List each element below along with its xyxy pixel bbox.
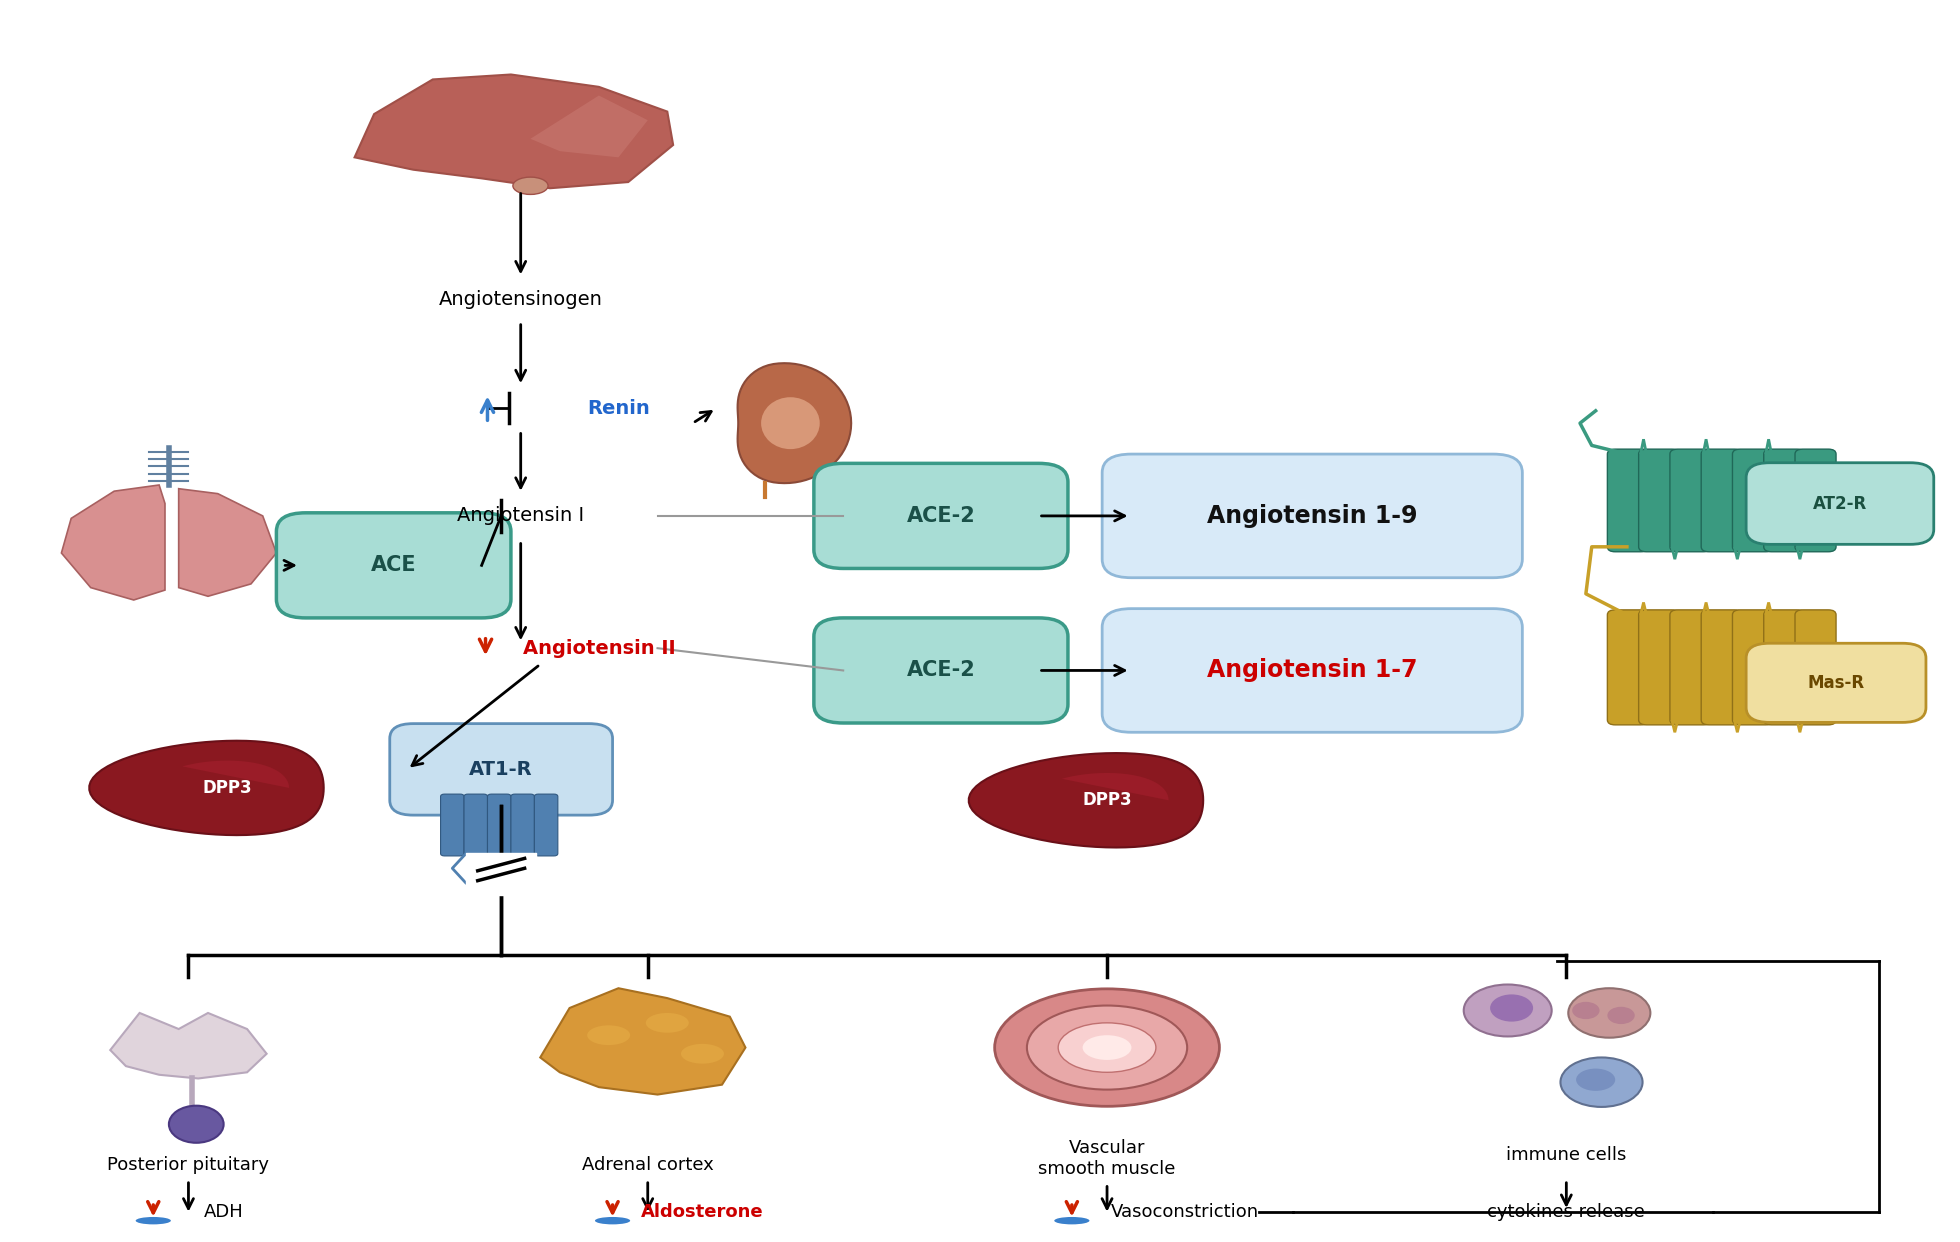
FancyBboxPatch shape <box>1764 610 1805 725</box>
FancyBboxPatch shape <box>1639 610 1680 725</box>
Text: AT1-R: AT1-R <box>468 760 533 779</box>
Ellipse shape <box>1607 1007 1635 1025</box>
Ellipse shape <box>994 989 1219 1107</box>
Text: AT2-R: AT2-R <box>1813 494 1868 513</box>
Text: Vascular
smooth muscle: Vascular smooth muscle <box>1039 1139 1176 1179</box>
Ellipse shape <box>1464 985 1552 1036</box>
FancyBboxPatch shape <box>1102 455 1523 578</box>
Polygon shape <box>90 740 323 835</box>
FancyBboxPatch shape <box>488 794 512 856</box>
Polygon shape <box>1062 773 1168 800</box>
Polygon shape <box>541 989 745 1094</box>
Polygon shape <box>110 1013 267 1078</box>
Ellipse shape <box>514 178 549 195</box>
Ellipse shape <box>1568 989 1650 1037</box>
FancyBboxPatch shape <box>1670 610 1711 725</box>
FancyBboxPatch shape <box>512 794 535 856</box>
Polygon shape <box>182 760 290 787</box>
Text: Angiotensin I: Angiotensin I <box>457 507 584 525</box>
Ellipse shape <box>1572 1002 1599 1020</box>
FancyBboxPatch shape <box>390 724 613 815</box>
Ellipse shape <box>1560 1057 1642 1107</box>
FancyBboxPatch shape <box>813 463 1068 569</box>
Ellipse shape <box>1576 1068 1615 1090</box>
Text: Renin: Renin <box>588 399 651 417</box>
Ellipse shape <box>1490 995 1533 1022</box>
Ellipse shape <box>680 1043 723 1063</box>
Text: Vasoconstriction: Vasoconstriction <box>1111 1203 1258 1221</box>
Ellipse shape <box>1082 1036 1131 1059</box>
FancyBboxPatch shape <box>1733 450 1774 551</box>
Ellipse shape <box>588 1026 631 1045</box>
FancyBboxPatch shape <box>1746 463 1935 544</box>
Ellipse shape <box>169 1105 223 1143</box>
Ellipse shape <box>1058 1023 1156 1072</box>
Text: immune cells: immune cells <box>1505 1146 1627 1164</box>
FancyBboxPatch shape <box>1102 609 1523 733</box>
Text: Angiotensin 1-9: Angiotensin 1-9 <box>1207 504 1417 528</box>
Polygon shape <box>355 75 672 189</box>
FancyBboxPatch shape <box>1764 450 1805 551</box>
Text: Angiotensinogen: Angiotensinogen <box>439 291 602 309</box>
Ellipse shape <box>135 1217 171 1225</box>
Ellipse shape <box>1027 1006 1188 1089</box>
Ellipse shape <box>1054 1217 1090 1225</box>
Text: Aldosterone: Aldosterone <box>641 1203 764 1221</box>
FancyBboxPatch shape <box>1670 450 1711 551</box>
Text: cytokines release: cytokines release <box>1488 1203 1644 1221</box>
FancyBboxPatch shape <box>1795 610 1837 725</box>
Text: Angiotensin II: Angiotensin II <box>523 638 674 658</box>
FancyBboxPatch shape <box>1746 643 1927 723</box>
Ellipse shape <box>645 1013 688 1033</box>
Text: DPP3: DPP3 <box>202 779 253 797</box>
Polygon shape <box>61 484 165 600</box>
Ellipse shape <box>760 397 819 450</box>
FancyBboxPatch shape <box>1607 450 1648 551</box>
Text: Angiotensin 1-7: Angiotensin 1-7 <box>1207 658 1417 682</box>
FancyBboxPatch shape <box>1639 450 1680 551</box>
Text: ACE-2: ACE-2 <box>907 505 976 525</box>
FancyBboxPatch shape <box>535 794 559 856</box>
FancyBboxPatch shape <box>276 513 512 619</box>
Polygon shape <box>178 488 276 596</box>
FancyBboxPatch shape <box>813 619 1068 723</box>
Ellipse shape <box>596 1217 631 1225</box>
Text: ACE: ACE <box>370 555 416 575</box>
Text: Mas-R: Mas-R <box>1807 674 1864 692</box>
Text: ADH: ADH <box>204 1203 243 1221</box>
Polygon shape <box>737 363 851 483</box>
FancyBboxPatch shape <box>1795 450 1837 551</box>
Text: DPP3: DPP3 <box>1082 791 1131 810</box>
Text: Adrenal cortex: Adrenal cortex <box>582 1156 713 1174</box>
FancyBboxPatch shape <box>1701 450 1742 551</box>
Polygon shape <box>968 753 1203 847</box>
Text: ACE-2: ACE-2 <box>907 661 976 681</box>
FancyBboxPatch shape <box>1701 610 1742 725</box>
Polygon shape <box>531 96 647 158</box>
FancyBboxPatch shape <box>465 794 488 856</box>
FancyBboxPatch shape <box>1607 610 1648 725</box>
Text: Posterior pituitary: Posterior pituitary <box>108 1156 269 1174</box>
FancyBboxPatch shape <box>441 794 465 856</box>
FancyBboxPatch shape <box>1733 610 1774 725</box>
